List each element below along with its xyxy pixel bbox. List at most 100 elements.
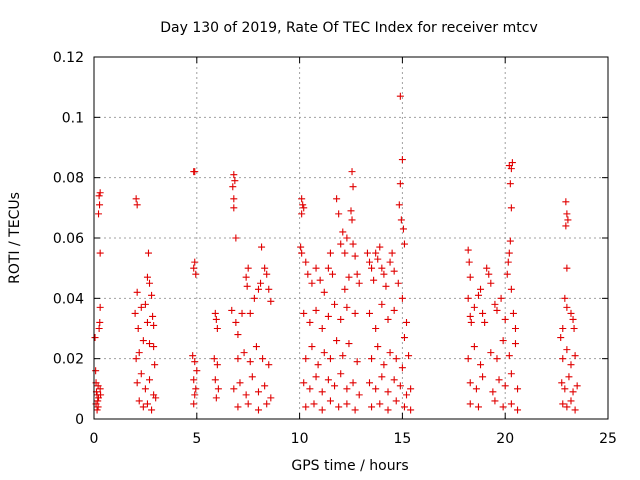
data-point bbox=[396, 382, 404, 390]
data-point bbox=[466, 400, 474, 408]
data-point bbox=[514, 406, 522, 414]
data-point bbox=[324, 264, 332, 272]
data-point bbox=[370, 276, 378, 284]
data-point bbox=[191, 358, 199, 366]
data-point bbox=[470, 343, 478, 351]
data-point bbox=[353, 270, 361, 278]
data-point bbox=[244, 264, 252, 272]
data-point bbox=[368, 355, 376, 363]
data-point bbox=[349, 240, 357, 248]
data-point bbox=[143, 318, 151, 326]
data-point bbox=[137, 303, 145, 311]
data-point bbox=[571, 406, 579, 414]
y-tick-label: 0.08 bbox=[53, 171, 84, 187]
data-point bbox=[398, 294, 406, 302]
x-tick-label: 15 bbox=[393, 431, 411, 447]
data-point bbox=[376, 400, 384, 408]
data-point bbox=[378, 300, 386, 308]
data-point bbox=[380, 270, 388, 278]
data-point bbox=[191, 168, 199, 176]
data-point bbox=[351, 252, 359, 260]
data-point bbox=[331, 382, 339, 390]
data-point bbox=[559, 355, 567, 363]
data-point bbox=[407, 385, 415, 393]
x-tick-label: 5 bbox=[192, 431, 201, 447]
data-point bbox=[240, 349, 248, 357]
data-point bbox=[366, 309, 374, 317]
data-point bbox=[133, 288, 141, 296]
data-point bbox=[505, 352, 513, 360]
data-point bbox=[328, 270, 336, 278]
y-axis-label: ROTI / TECUs bbox=[7, 192, 23, 284]
data-point bbox=[467, 318, 475, 326]
data-point bbox=[314, 361, 322, 369]
data-point bbox=[464, 355, 472, 363]
data-point bbox=[505, 249, 513, 257]
data-point bbox=[132, 195, 140, 203]
data-point bbox=[567, 397, 575, 405]
chart-title: Day 130 of 2019, Rate Of TEC Index for r… bbox=[160, 20, 537, 36]
data-point bbox=[466, 312, 474, 320]
data-point bbox=[95, 210, 103, 218]
data-point bbox=[569, 388, 577, 396]
data-point bbox=[567, 361, 575, 369]
data-point bbox=[398, 364, 406, 372]
data-point bbox=[390, 306, 398, 314]
data-point bbox=[563, 403, 571, 411]
data-point bbox=[485, 270, 493, 278]
data-point bbox=[561, 294, 569, 302]
data-point bbox=[267, 394, 275, 402]
data-point bbox=[318, 406, 326, 414]
data-point bbox=[316, 276, 324, 284]
data-point bbox=[464, 246, 472, 254]
data-point bbox=[372, 385, 380, 393]
data-point bbox=[507, 285, 515, 293]
data-point bbox=[506, 180, 514, 188]
data-point bbox=[151, 361, 159, 369]
data-point bbox=[96, 385, 104, 393]
data-point bbox=[230, 204, 238, 212]
y-tick-label: 0.12 bbox=[53, 50, 84, 66]
data-point bbox=[563, 210, 571, 218]
data-point bbox=[466, 379, 474, 387]
data-point bbox=[491, 397, 499, 405]
data-point bbox=[398, 156, 406, 164]
data-point bbox=[474, 403, 482, 411]
data-point bbox=[563, 346, 571, 354]
data-point bbox=[232, 318, 240, 326]
data-point bbox=[499, 337, 507, 345]
y-tick-label: 0 bbox=[75, 412, 84, 428]
data-point bbox=[238, 309, 246, 317]
data-point bbox=[134, 325, 142, 332]
data-point bbox=[306, 385, 314, 393]
data-point bbox=[403, 391, 411, 399]
data-point bbox=[399, 225, 407, 233]
data-point bbox=[349, 183, 357, 191]
data-point bbox=[261, 382, 269, 390]
data-point bbox=[396, 92, 404, 100]
y-tick-label: 0.06 bbox=[53, 231, 84, 247]
data-point bbox=[141, 300, 149, 308]
data-point bbox=[146, 376, 154, 384]
data-point bbox=[96, 189, 104, 197]
data-point bbox=[228, 306, 236, 314]
data-point bbox=[562, 198, 570, 206]
data-point bbox=[355, 391, 363, 399]
data-point bbox=[511, 325, 519, 332]
data-point bbox=[246, 358, 254, 366]
data-point bbox=[511, 340, 519, 348]
data-point bbox=[131, 309, 139, 317]
data-point bbox=[341, 285, 349, 293]
data-point bbox=[96, 318, 104, 326]
data-point bbox=[339, 228, 347, 236]
data-point bbox=[300, 309, 308, 317]
data-point bbox=[213, 325, 221, 332]
data-point bbox=[343, 303, 351, 311]
data-point bbox=[479, 309, 487, 317]
data-point bbox=[333, 337, 341, 345]
data-point bbox=[96, 303, 104, 311]
data-point bbox=[507, 370, 515, 378]
data-point bbox=[192, 270, 200, 278]
data-point bbox=[95, 325, 103, 332]
